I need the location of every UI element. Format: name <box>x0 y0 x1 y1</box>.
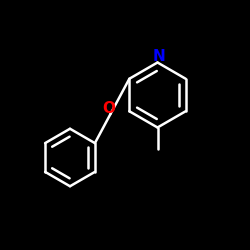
Text: N: N <box>152 49 165 64</box>
Text: O: O <box>103 101 116 116</box>
